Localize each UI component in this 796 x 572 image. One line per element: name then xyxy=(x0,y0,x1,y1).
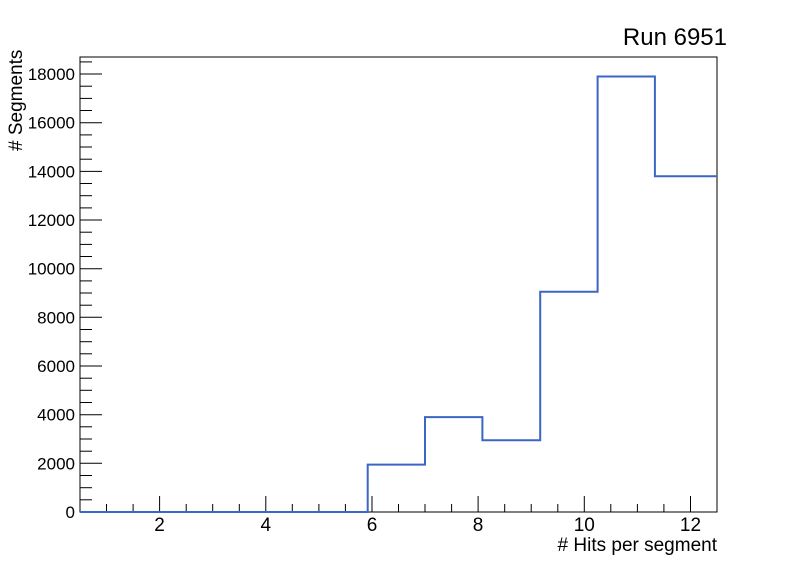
y-tick-label: 6000 xyxy=(37,357,75,376)
plot-title: Run 6951 xyxy=(622,24,727,51)
x-tick-label: 6 xyxy=(367,515,378,536)
y-tick-label: 12000 xyxy=(28,211,75,230)
x-tick-label: 10 xyxy=(574,515,595,536)
y-tick-label: 18000 xyxy=(28,65,75,84)
y-tick-label: 8000 xyxy=(37,308,75,327)
x-axis-title: # Hits per segment xyxy=(557,535,717,556)
x-tick-label: 12 xyxy=(680,515,701,536)
y-axis-title: # Segments xyxy=(6,49,27,151)
y-tick-label: 10000 xyxy=(28,260,75,279)
x-tick-label: 8 xyxy=(473,515,484,536)
x-tick-label: 2 xyxy=(154,515,165,536)
histogram-line xyxy=(80,75,717,513)
y-tick-label: 14000 xyxy=(28,162,75,181)
y-tick-label: 2000 xyxy=(37,454,75,473)
y-tick-label: 4000 xyxy=(37,406,75,425)
y-tick-label: 0 xyxy=(66,503,75,522)
x-tick-label: 4 xyxy=(261,515,272,536)
y-tick-label: 16000 xyxy=(28,114,75,133)
plot-frame xyxy=(79,56,718,513)
